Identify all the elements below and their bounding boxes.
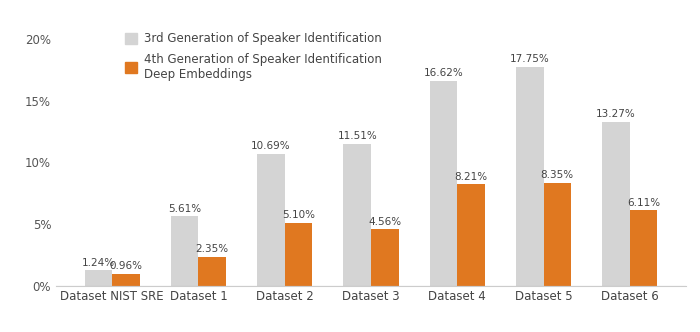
- Bar: [516, 67, 543, 286]
- Bar: [430, 81, 457, 286]
- Bar: [171, 216, 199, 286]
- Text: 5.10%: 5.10%: [282, 210, 315, 220]
- Legend: 3rd Generation of Speaker Identification, 4th Generation of Speaker Identificati: 3rd Generation of Speaker Identification…: [125, 33, 382, 81]
- Bar: [257, 154, 285, 286]
- Text: 1.24%: 1.24%: [82, 258, 115, 268]
- Text: 6.11%: 6.11%: [627, 198, 660, 208]
- Text: 10.69%: 10.69%: [251, 141, 290, 151]
- Bar: [85, 270, 112, 286]
- Text: 5.61%: 5.61%: [168, 204, 202, 214]
- Text: 4.56%: 4.56%: [368, 217, 401, 227]
- Bar: [602, 122, 630, 286]
- Bar: [630, 210, 657, 286]
- Bar: [371, 229, 398, 286]
- Bar: [199, 257, 226, 286]
- Text: 8.35%: 8.35%: [540, 170, 574, 180]
- Bar: [457, 184, 485, 286]
- Text: 11.51%: 11.51%: [337, 131, 377, 141]
- Text: 2.35%: 2.35%: [196, 244, 229, 254]
- Text: 17.75%: 17.75%: [510, 54, 550, 64]
- Bar: [285, 223, 312, 286]
- Bar: [543, 183, 571, 286]
- Text: 8.21%: 8.21%: [454, 172, 488, 182]
- Text: 16.62%: 16.62%: [424, 68, 463, 78]
- Text: 13.27%: 13.27%: [596, 110, 636, 120]
- Bar: [112, 274, 140, 286]
- Bar: [344, 143, 371, 286]
- Text: 0.96%: 0.96%: [109, 261, 143, 271]
